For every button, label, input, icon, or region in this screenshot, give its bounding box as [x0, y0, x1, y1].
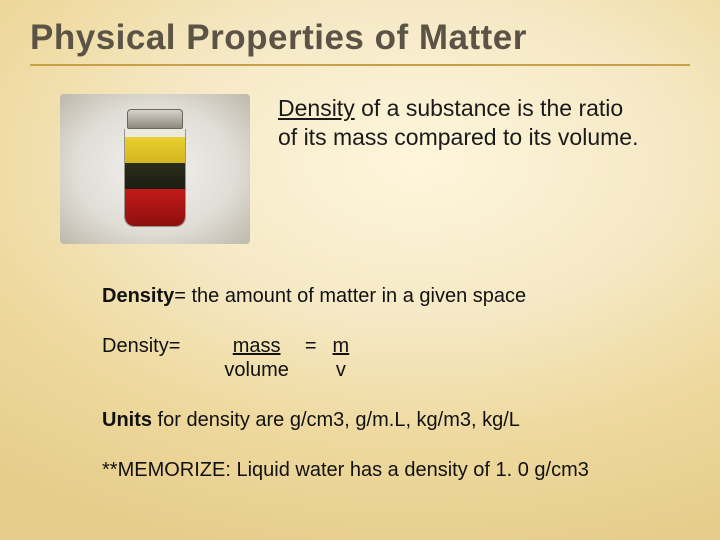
density-label-2: Density= [102, 334, 180, 382]
units-text: for density are g/cm3, g/m.L, kg/m3, kg/… [152, 409, 520, 431]
formula-words: mass volume = m v [224, 334, 349, 382]
jar-image [60, 94, 250, 244]
jar-layer-air [125, 129, 185, 137]
jar-layer-red [125, 189, 185, 226]
body-block: Density= the amount of matter in a given… [102, 284, 690, 482]
memorize-line: **MEMORIZE: Liquid water has a density o… [102, 458, 690, 482]
definition-text: Density of a substance is the ratio of i… [278, 94, 648, 152]
formula-mass: mass [233, 334, 281, 358]
units-line: Units for density are g/cm3, g/m.L, kg/m… [102, 408, 690, 432]
jar-glass [124, 129, 186, 227]
formula-equals: = [305, 334, 317, 382]
formula-volume: volume [224, 358, 288, 382]
definition-term: Density [278, 95, 355, 121]
formula-m: m [333, 334, 350, 358]
jar-lid [127, 109, 183, 129]
jar-icon [124, 109, 186, 229]
intro-row: Density of a substance is the ratio of i… [60, 94, 690, 244]
formula-mass-over-volume: mass volume [224, 334, 288, 382]
density-formula: Density= mass volume = m v [102, 334, 690, 382]
density-simple-line: Density= the amount of matter in a given… [102, 284, 690, 308]
jar-layer-yellow [125, 137, 185, 163]
page-title: Physical Properties of Matter [30, 18, 690, 66]
slide: Physical Properties of Matter Density of… [0, 0, 720, 540]
formula-m-over-v: m v [333, 334, 350, 382]
units-label: Units [102, 409, 152, 431]
jar-layer-green [125, 163, 185, 189]
density-label-1: Density [102, 285, 174, 307]
equals-spacer [308, 358, 314, 382]
equals-sign: = [305, 334, 317, 358]
formula-v: v [336, 358, 346, 382]
density-simple-text: = the amount of matter in a given space [174, 285, 526, 307]
